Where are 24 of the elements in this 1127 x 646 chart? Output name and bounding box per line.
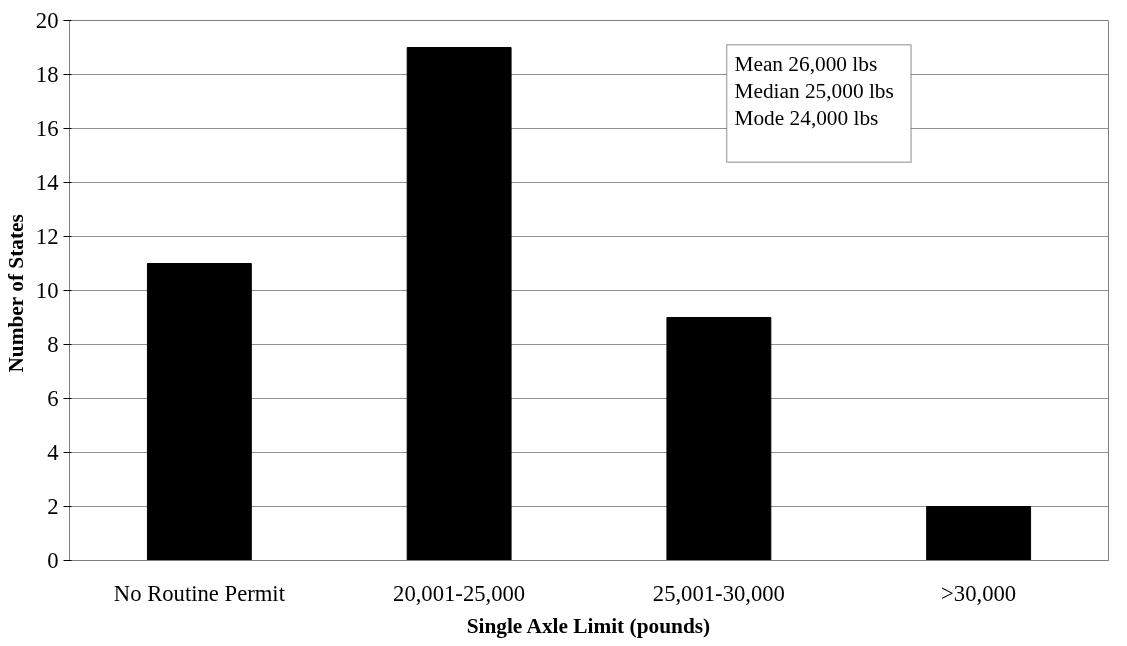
y-axis-title: Number of States [3,214,28,373]
y-tick-label: 14 [35,170,59,195]
y-tick-label: 6 [47,386,59,411]
bar [926,506,1032,561]
y-tick-label: 8 [47,332,59,357]
x-tick-label: >30,000 [941,580,1017,606]
bar [146,263,252,561]
x-tick-label: 20,001-25,000 [393,580,526,606]
y-tick-label: 4 [47,440,59,465]
y-tick-label: 2 [47,494,59,519]
y-tick-label: 20 [35,8,59,33]
x-tick-label: 25,001-30,000 [652,580,785,606]
y-tick-label: 18 [35,62,59,87]
y-tick-label: 12 [35,224,59,249]
y-tick-label: 0 [47,548,59,573]
x-axis-title: Single Axle Limit (pounds) [466,613,711,638]
annotation: Mode 24,000 lbs [734,105,879,130]
x-tick-label: No Routine Permit [113,580,286,606]
y-tick-label: 10 [35,278,59,303]
annotation: Mean 26,000 lbs [734,51,878,76]
bar [406,47,512,561]
y-tick-label: 16 [35,116,59,141]
annotation: Median 25,000 lbs [734,78,894,103]
bar [666,317,772,561]
